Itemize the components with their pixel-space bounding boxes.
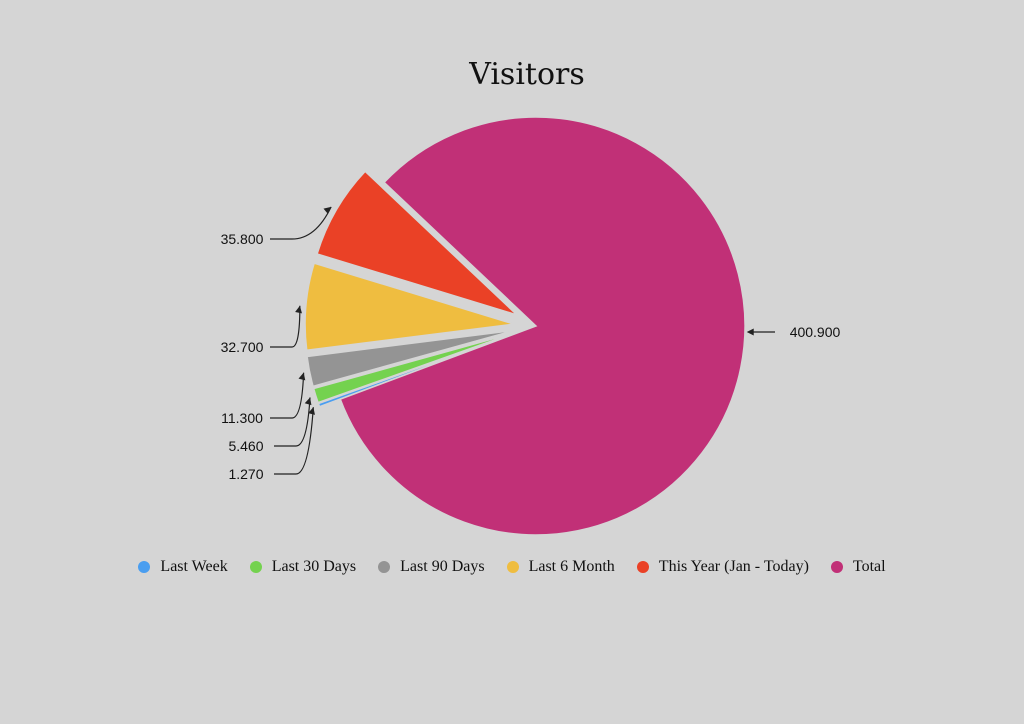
legend-item-last-30-days[interactable]: Last 30 Days bbox=[249, 558, 357, 576]
leader-line-last-week bbox=[274, 407, 314, 475]
legend-item-last-week[interactable]: Last Week bbox=[138, 558, 228, 576]
leader-line-this-year-jan-today bbox=[270, 206, 332, 240]
legend-label: Last 6 Month bbox=[528, 558, 615, 575]
legend-marker bbox=[830, 561, 843, 573]
legend-marker bbox=[506, 561, 519, 573]
data-label-last-30-days: 5.460 bbox=[228, 438, 263, 454]
legend-marker bbox=[636, 561, 649, 573]
legend-item-this-year-jan-today[interactable]: This Year (Jan - Today) bbox=[636, 558, 809, 576]
legend-label: Last 30 Days bbox=[271, 558, 357, 575]
slice-this-year-jan-today[interactable] bbox=[316, 170, 518, 316]
leader-line-last-6-month bbox=[270, 305, 301, 348]
leader-line-last-90-days bbox=[270, 372, 305, 419]
slice-last-90-days[interactable] bbox=[306, 329, 515, 388]
legend-marker bbox=[378, 561, 391, 573]
legend-label: Total bbox=[852, 558, 886, 575]
legend-item-last-6-month[interactable]: Last 6 Month bbox=[506, 558, 615, 576]
leader-arrow-last-90-days bbox=[298, 372, 306, 381]
data-label-last-6-month: 32.700 bbox=[221, 339, 264, 355]
legend-label: Last Week bbox=[160, 558, 228, 575]
data-labels: 1.270 5.460 11.300 32.700 35.800 400.900 bbox=[221, 206, 841, 482]
leader-arrow-this-year-jan-today bbox=[323, 206, 332, 214]
pie-slices bbox=[304, 116, 746, 536]
slice-last-6-month[interactable] bbox=[304, 262, 515, 352]
legend: Last Week Last 30 Days Last 90 Days Last 6 … bbox=[0, 558, 1024, 576]
data-label-last-90-days: 11.300 bbox=[221, 410, 263, 426]
legend-label: This Year (Jan - Today) bbox=[658, 558, 809, 575]
slice-last-30-days[interactable] bbox=[312, 331, 516, 404]
data-label-total: 400.900 bbox=[790, 324, 841, 340]
leader-arrow-total bbox=[746, 328, 754, 336]
legend-item-total[interactable]: Total bbox=[830, 558, 886, 576]
slice-total[interactable] bbox=[339, 116, 746, 536]
leader-arrow-last-6-month bbox=[295, 305, 302, 314]
data-label-last-week: 1.270 bbox=[228, 466, 263, 482]
legend-marker bbox=[138, 561, 151, 573]
data-label-this-year-jan-today: 35.800 bbox=[221, 231, 264, 247]
legend-marker bbox=[249, 561, 262, 573]
leader-line-last-30-days bbox=[274, 397, 311, 447]
legend-label: Last 90 Days bbox=[400, 558, 485, 575]
legend-item-last-90-days[interactable]: Last 90 Days bbox=[378, 558, 485, 576]
chart-title: Visitors bbox=[468, 57, 585, 92]
